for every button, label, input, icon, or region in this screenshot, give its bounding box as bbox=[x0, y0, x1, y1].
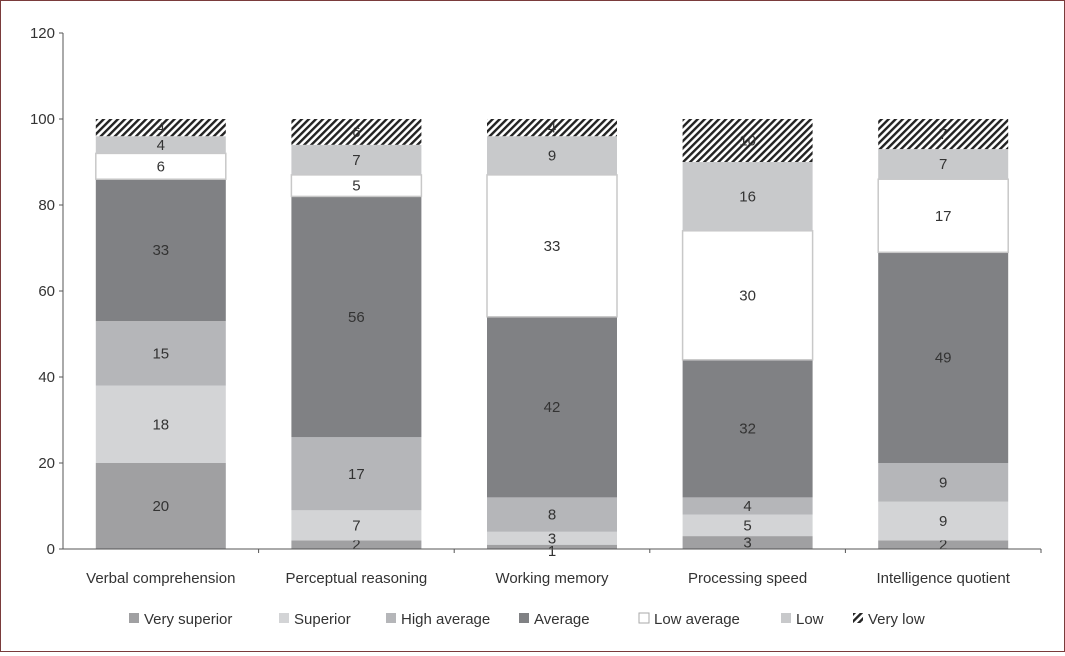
data-label: 49 bbox=[935, 350, 952, 367]
y-tick-label: 40 bbox=[38, 369, 55, 386]
bar-segment-superior bbox=[95, 385, 226, 463]
bar-segment-high-average bbox=[682, 497, 813, 515]
data-label: 33 bbox=[544, 238, 561, 255]
bar-segment-superior bbox=[291, 510, 422, 541]
bar-segment-low bbox=[682, 162, 813, 231]
data-label: 6 bbox=[352, 124, 360, 141]
x-tick-label: Verbal comprehension bbox=[86, 570, 235, 587]
data-label: 9 bbox=[939, 474, 947, 491]
data-label: 32 bbox=[739, 421, 756, 438]
data-label: 7 bbox=[352, 152, 360, 169]
y-tick-label: 120 bbox=[30, 25, 55, 42]
bar-segment-very-superior bbox=[95, 463, 226, 549]
legend-label: Superior bbox=[294, 611, 351, 628]
data-label: 30 bbox=[739, 287, 756, 304]
data-label: 2 bbox=[939, 537, 947, 554]
bar-segment-high-average bbox=[878, 463, 1009, 502]
bar-segment-low bbox=[95, 136, 226, 154]
bar-segment-superior bbox=[878, 501, 1009, 541]
bar-segment-very-superior bbox=[291, 540, 422, 549]
y-tick-label: 100 bbox=[30, 111, 55, 128]
bar-segment-average bbox=[95, 179, 226, 322]
x-tick-label: Working memory bbox=[495, 570, 609, 587]
bar-segment-very-low bbox=[682, 119, 813, 162]
bar-segment-low-average bbox=[95, 152, 227, 180]
bar-segment-low-average bbox=[681, 230, 814, 361]
bar-segment-low bbox=[291, 144, 422, 175]
legend-label: Low average bbox=[654, 611, 740, 628]
data-label: 3 bbox=[548, 530, 556, 547]
legend-swatch-low-average bbox=[638, 612, 650, 624]
bar-segment-very-low bbox=[291, 119, 422, 145]
bar-segment-very-superior bbox=[682, 536, 813, 549]
bar-segment-high-average bbox=[291, 437, 422, 511]
legend-swatch-very-low bbox=[853, 613, 863, 623]
data-label: 7 bbox=[939, 126, 947, 143]
data-label: 3 bbox=[743, 535, 751, 552]
legend-label: High average bbox=[401, 611, 490, 628]
data-label: 7 bbox=[352, 517, 360, 534]
data-label: 16 bbox=[739, 188, 756, 205]
legend-label: Average bbox=[534, 611, 590, 628]
bar-segment-very-low bbox=[95, 119, 226, 137]
bar-segment-low-average bbox=[877, 178, 1009, 254]
bar-segment-average bbox=[487, 316, 617, 498]
bar-segment-average bbox=[682, 359, 813, 498]
legend-swatch-very-superior bbox=[129, 613, 139, 623]
data-label: 9 bbox=[939, 513, 947, 530]
x-tick-label: Processing speed bbox=[688, 570, 807, 587]
data-label: 8 bbox=[548, 507, 556, 524]
y-tick-label: 80 bbox=[38, 197, 55, 214]
legend-swatch-average bbox=[519, 613, 529, 623]
bar-segment-average bbox=[878, 252, 1009, 463]
bar-segment-superior bbox=[487, 531, 617, 545]
data-label: 4 bbox=[157, 137, 165, 154]
bar-segment-low bbox=[487, 136, 617, 175]
bar-segment-very-superior bbox=[878, 540, 1009, 549]
data-label: 20 bbox=[152, 498, 169, 515]
data-label: 2 bbox=[352, 537, 360, 554]
data-label: 4 bbox=[743, 498, 751, 515]
data-label: 5 bbox=[743, 517, 751, 534]
x-tick-label: Perceptual reasoning bbox=[286, 570, 428, 587]
y-tick-label: 20 bbox=[38, 455, 55, 472]
legend-label: Very superior bbox=[144, 611, 232, 628]
bar-segment-very-low bbox=[487, 119, 617, 137]
data-label: 4 bbox=[548, 120, 556, 137]
data-label: 15 bbox=[152, 345, 169, 362]
data-label: 4 bbox=[157, 120, 165, 137]
data-label: 18 bbox=[152, 416, 169, 433]
y-tick-label: 0 bbox=[47, 541, 55, 558]
data-label: 6 bbox=[157, 158, 165, 175]
bar-segment-very-superior bbox=[487, 544, 617, 549]
data-label: 10 bbox=[739, 133, 756, 150]
x-tick-label: Intelligence quotient bbox=[876, 570, 1010, 587]
bar-segment-low bbox=[878, 149, 1009, 180]
legend-swatch-low bbox=[781, 613, 791, 623]
legend-label: Very low bbox=[868, 611, 925, 628]
data-label: 42 bbox=[544, 399, 561, 416]
data-label: 5 bbox=[352, 178, 360, 195]
bar-segment-average bbox=[291, 196, 422, 438]
data-label: 56 bbox=[348, 309, 365, 326]
data-label: 7 bbox=[939, 156, 947, 173]
legend-label: Low bbox=[796, 611, 824, 628]
bar-segment-high-average bbox=[487, 497, 617, 532]
legend-swatch-high-average bbox=[386, 613, 396, 623]
data-label: 9 bbox=[548, 148, 556, 165]
data-label: 17 bbox=[348, 466, 365, 483]
data-label: 33 bbox=[152, 242, 169, 259]
bar-segment-very-low bbox=[878, 119, 1009, 150]
legend-swatch-superior bbox=[279, 613, 289, 623]
data-label: 17 bbox=[935, 208, 952, 225]
data-label: 1 bbox=[548, 543, 556, 560]
bar-segment-high-average bbox=[95, 321, 226, 386]
bar-segment-superior bbox=[682, 514, 813, 537]
y-tick-label: 60 bbox=[38, 283, 55, 300]
